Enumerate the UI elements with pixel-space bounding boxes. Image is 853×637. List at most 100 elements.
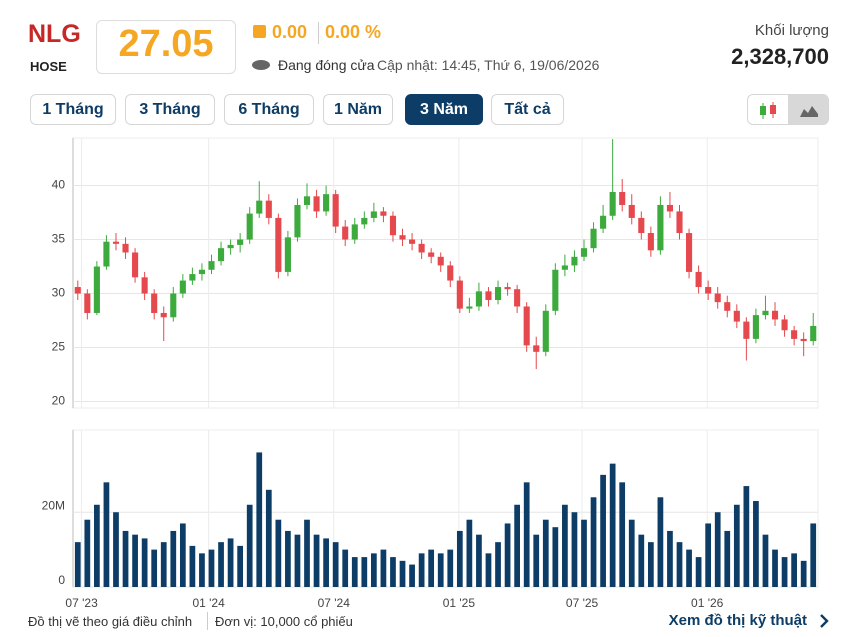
candle-body — [84, 293, 91, 313]
y-tick-label: 30 — [52, 286, 66, 300]
volume-bar — [753, 501, 759, 587]
candle-body — [399, 235, 406, 240]
volume-bar — [619, 482, 626, 587]
volume-bar — [724, 530, 731, 587]
candle-body — [418, 243, 425, 253]
candle-body — [323, 194, 330, 212]
candle-body — [103, 241, 110, 267]
candle-body — [705, 287, 712, 294]
candle-body — [170, 293, 177, 318]
volume-bar — [781, 557, 788, 587]
volume-bar — [791, 553, 797, 587]
ticker: NLG — [28, 20, 81, 48]
volume-bar — [304, 519, 310, 587]
volume-bar — [581, 519, 587, 587]
range-button[interactable]: 6 Tháng — [224, 94, 314, 125]
volume-bar — [294, 534, 301, 587]
candle-body — [198, 269, 205, 275]
volume-bar — [638, 534, 645, 587]
candle-body — [466, 306, 473, 309]
y-tick-label: 20 — [52, 394, 66, 408]
chart-toggle[interactable] — [747, 94, 829, 125]
candle-body — [227, 244, 234, 249]
volume-bar — [246, 504, 253, 587]
status: Đang đóng cửa — [278, 57, 375, 73]
volume-bar — [562, 504, 568, 587]
plot-area — [72, 137, 819, 409]
candle-body — [628, 204, 635, 218]
volume-bar — [552, 527, 559, 587]
volume-bar — [686, 549, 692, 587]
link-arrow[interactable] — [817, 613, 831, 629]
candle-body — [275, 217, 282, 272]
candle-body — [256, 200, 263, 214]
volume-bar — [361, 557, 368, 587]
volume-bar — [762, 534, 769, 587]
range-button[interactable]: 1 Tháng — [30, 94, 116, 125]
candle-body — [284, 237, 291, 272]
volume-bar — [342, 549, 349, 587]
volume-bar — [179, 523, 186, 587]
candle-body — [237, 239, 244, 245]
candle-body — [151, 293, 158, 313]
y-tick-label: 25 — [52, 340, 66, 354]
candle-body — [342, 226, 349, 240]
candle-body — [561, 265, 568, 270]
candle-body — [571, 256, 578, 266]
range-button[interactable]: Tất cả — [491, 94, 564, 125]
volume-bar — [113, 512, 119, 587]
x-tick-label: 01 '24 — [192, 596, 225, 610]
toggle-icons — [760, 102, 818, 119]
tech-chart-link[interactable]: Xem đồ thị kỹ thuật — [668, 612, 807, 629]
volume-bar — [371, 553, 377, 587]
volume-bar — [199, 553, 205, 587]
volume-bar — [84, 519, 91, 587]
volume-bar — [428, 549, 435, 587]
change-pct: 0.00 % — [325, 22, 382, 42]
candle-body — [217, 248, 225, 262]
volume-bar — [323, 538, 329, 587]
volume-bar — [647, 542, 654, 587]
volume-bar — [743, 486, 750, 587]
footer-unit: Đơn vị: 10,000 cổ phiếu — [215, 614, 353, 629]
candle-body — [179, 280, 186, 294]
candle-body — [475, 291, 482, 307]
volume-bar — [189, 545, 196, 587]
candle-body — [647, 233, 654, 251]
volume-bar — [409, 564, 415, 587]
volume-bar — [466, 519, 473, 587]
volume-bar — [514, 504, 520, 587]
candle-body — [676, 211, 683, 234]
candle-body — [494, 287, 502, 300]
candle-body — [609, 192, 616, 216]
volume-bar — [485, 553, 492, 587]
volume-bar — [600, 474, 606, 587]
volume-bar — [447, 549, 454, 587]
x-tick-label: 07 '24 — [318, 596, 351, 610]
candle-body — [695, 271, 702, 288]
volume-bar — [227, 538, 234, 587]
x-tick-label: 01 '26 — [691, 596, 724, 610]
range-button[interactable]: 1 Năm — [323, 94, 393, 125]
candle-body — [332, 194, 339, 227]
candle-body — [580, 248, 588, 257]
x-tick-label: 07 '25 — [566, 596, 599, 610]
candle-body — [189, 274, 196, 281]
volume-bar — [399, 560, 406, 587]
volume-bar — [523, 482, 530, 587]
volume-bar — [705, 523, 712, 587]
volume-bar — [456, 530, 463, 587]
candle-body — [208, 261, 215, 270]
updated: Cập nhật: 14:45, Thứ 6, 19/06/2026 — [377, 57, 600, 73]
y-tick-label: 20M — [42, 498, 65, 512]
range-button[interactable]: 3 Tháng — [125, 94, 215, 125]
candle-body — [514, 289, 521, 307]
range-button[interactable]: 3 Năm — [405, 94, 483, 125]
volume-bar — [800, 560, 807, 587]
change-icon — [253, 25, 266, 38]
candle-body — [791, 330, 798, 339]
volume-bar — [418, 553, 425, 587]
volume-bar — [667, 530, 673, 587]
volume-bar — [733, 504, 740, 587]
volume-bar — [390, 557, 396, 587]
